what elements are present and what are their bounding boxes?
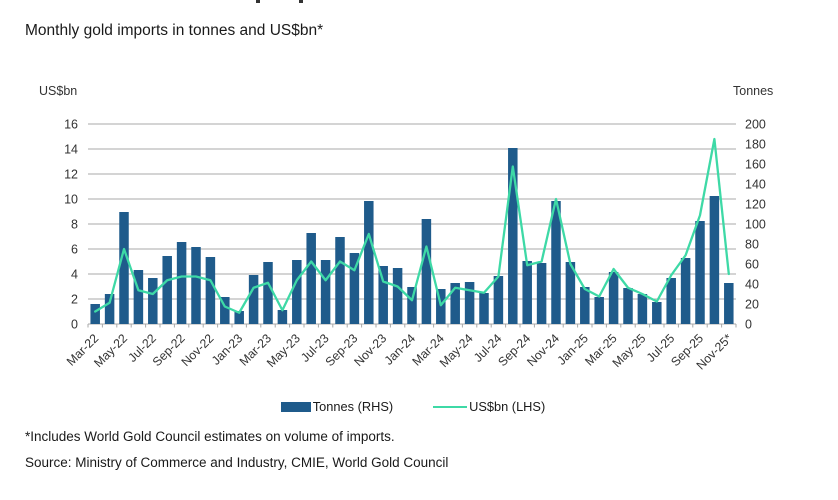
legend-item-tonnes: Tonnes (RHS) bbox=[280, 399, 394, 414]
svg-text:120: 120 bbox=[745, 198, 766, 212]
svg-text:16: 16 bbox=[64, 118, 78, 132]
svg-text:Nov-24: Nov-24 bbox=[524, 331, 562, 369]
svg-text:8: 8 bbox=[71, 218, 78, 232]
chart-title: Monthly gold imports in tonnes and US$bn… bbox=[25, 22, 324, 39]
svg-text:180: 180 bbox=[745, 138, 766, 152]
usdbn-line-swatch-icon bbox=[433, 405, 468, 408]
svg-text:4: 4 bbox=[71, 268, 78, 282]
svg-text:Nov-23: Nov-23 bbox=[351, 331, 389, 369]
svg-text:0: 0 bbox=[745, 318, 752, 332]
svg-text:6: 6 bbox=[71, 243, 78, 257]
svg-text:Nov-22: Nov-22 bbox=[179, 331, 217, 369]
svg-text:2: 2 bbox=[71, 293, 78, 307]
cropped-text-fragment bbox=[256, 0, 260, 3]
source-note: Source: Ministry of Commerce and Industr… bbox=[25, 455, 449, 470]
svg-text:80: 80 bbox=[745, 238, 759, 252]
svg-text:100: 100 bbox=[745, 218, 766, 232]
svg-text:200: 200 bbox=[745, 118, 766, 132]
legend-label-tonnes: Tonnes (RHS) bbox=[312, 399, 394, 414]
svg-text:10: 10 bbox=[64, 193, 78, 207]
footnote: *Includes World Gold Council estimates o… bbox=[25, 429, 395, 444]
left-axis-title: US$bn bbox=[39, 84, 78, 98]
cropped-text-fragment bbox=[299, 0, 303, 3]
legend-label-usdbn: US$bn (LHS) bbox=[469, 399, 546, 414]
svg-text:140: 140 bbox=[745, 178, 766, 192]
svg-text:60: 60 bbox=[745, 258, 759, 272]
svg-text:14: 14 bbox=[64, 143, 78, 157]
chart-legend: Tonnes (RHS) US$bn (LHS) bbox=[0, 399, 826, 414]
svg-text:20: 20 bbox=[745, 298, 759, 312]
svg-text:12: 12 bbox=[64, 168, 78, 182]
legend-item-usdbn: US$bn (LHS) bbox=[433, 399, 545, 414]
right-axis-title: Tonnes bbox=[733, 84, 774, 98]
svg-text:0: 0 bbox=[71, 318, 78, 332]
svg-text:160: 160 bbox=[745, 158, 766, 172]
tonnes-bar-swatch-icon bbox=[280, 401, 311, 412]
svg-text:40: 40 bbox=[745, 278, 759, 292]
